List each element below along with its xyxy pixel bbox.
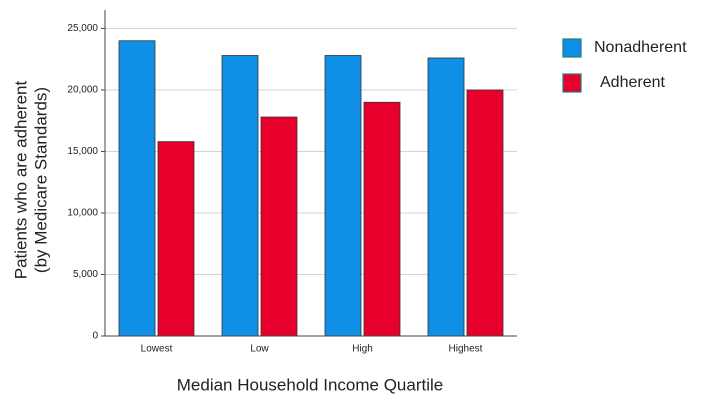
- y-tick-label: 5,000: [73, 269, 98, 280]
- x-axis-title: Median Household Income Quartile: [177, 375, 443, 394]
- bar: [157, 141, 195, 337]
- legend-swatch: [562, 73, 582, 93]
- bar: [466, 89, 504, 337]
- x-tick-label: Highest: [449, 344, 483, 355]
- bar: [363, 101, 401, 337]
- x-tick-label: High: [352, 344, 373, 355]
- x-tick-label: Lowest: [141, 344, 173, 355]
- y-tick-label: 25,000: [67, 23, 98, 34]
- bar: [260, 116, 298, 337]
- legend-label: Nonadherent: [594, 39, 687, 56]
- legend-swatch: [562, 38, 582, 58]
- y-tick-label: 20,000: [67, 85, 98, 96]
- y-axis-title-line: (by Medicare Standards): [31, 87, 50, 273]
- y-axis-title-line: Patients who are adherent: [11, 80, 30, 279]
- bar: [324, 55, 362, 337]
- bar: [118, 40, 156, 337]
- x-tick-label: Low: [250, 344, 269, 355]
- y-tick-label: 15,000: [67, 146, 98, 157]
- legend-label: Adherent: [600, 74, 665, 91]
- bar: [427, 57, 465, 337]
- y-tick-label: 10,000: [67, 208, 98, 219]
- y-tick-label: 0: [92, 331, 98, 342]
- bar: [221, 55, 259, 337]
- y-axis-title: Patients who are adherent (by Medicare S…: [11, 80, 50, 279]
